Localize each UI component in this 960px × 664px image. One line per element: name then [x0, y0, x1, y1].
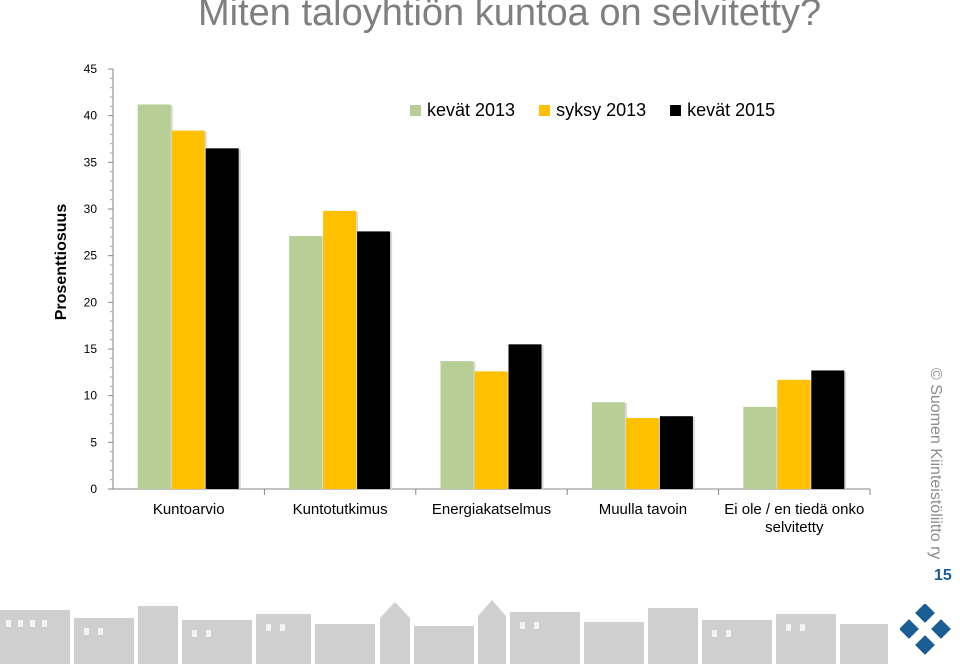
y-tick-label: 40	[84, 109, 98, 123]
y-axis-label: Prosenttiosuus	[53, 204, 70, 321]
x-category-label: Muulla tavoin	[599, 501, 687, 518]
legend-label: kevät 2013	[427, 100, 516, 120]
y-tick-label: 20	[84, 295, 98, 309]
x-category-label: Kuntotutkimus	[293, 501, 388, 518]
legend-item-3: kevät 2015	[670, 100, 775, 121]
legend-swatch	[670, 105, 682, 116]
bar-1	[137, 104, 171, 489]
bar-2	[777, 379, 811, 489]
y-tick-label: 45	[84, 62, 98, 76]
y-tick-label: 30	[84, 202, 98, 216]
x-category-label: Kuntoarvio	[153, 501, 225, 518]
x-category-label: Energiakatselmus	[432, 501, 551, 518]
legend-swatch	[410, 105, 421, 116]
bar-3	[508, 344, 542, 489]
copyright-notice: © Suomen Kiinteistöliitto ry	[927, 368, 944, 560]
page-number: 15	[934, 567, 952, 584]
bar-3	[811, 370, 845, 489]
bar-3	[357, 231, 391, 489]
bar-1	[743, 406, 777, 489]
bar-2	[323, 210, 357, 489]
legend-label: kevät 2015	[687, 100, 776, 120]
bar-1	[289, 236, 323, 489]
y-tick-label: 15	[84, 342, 98, 356]
legend-swatch	[539, 105, 551, 116]
page-title: Miten taloyhtiön kuntoa on selvitetty?	[198, 0, 822, 34]
city-skyline-decoration	[0, 600, 888, 664]
bar-3	[205, 148, 239, 490]
bar-chart: 0 5 10 15 20 25 30 35 40 45 Kuntoarvio Kuntotutkimu…	[53, 62, 871, 536]
y-tick-label: 35	[84, 155, 98, 169]
kiinteistoliitto-logo	[900, 604, 951, 655]
bar-2	[171, 130, 205, 489]
y-tick-label: 5	[90, 435, 97, 449]
bar-2	[625, 418, 659, 489]
bar-1	[440, 361, 474, 489]
chart-legend: kevät 2013 syksy 2013 kevät 2015	[410, 100, 775, 121]
x-category-label: Ei ole / en tiedä onko selvitetty	[724, 501, 864, 536]
bar-3	[659, 416, 693, 489]
y-tick-label: 0	[90, 482, 97, 496]
legend-label: syksy 2013	[556, 100, 647, 120]
y-tick-label: 10	[84, 389, 98, 403]
legend-item-2: syksy 2013	[539, 100, 646, 121]
y-tick-label: 25	[84, 249, 98, 263]
bar-2	[474, 371, 508, 489]
legend-item-1: kevät 2013	[410, 100, 515, 121]
bar-1	[591, 402, 625, 489]
